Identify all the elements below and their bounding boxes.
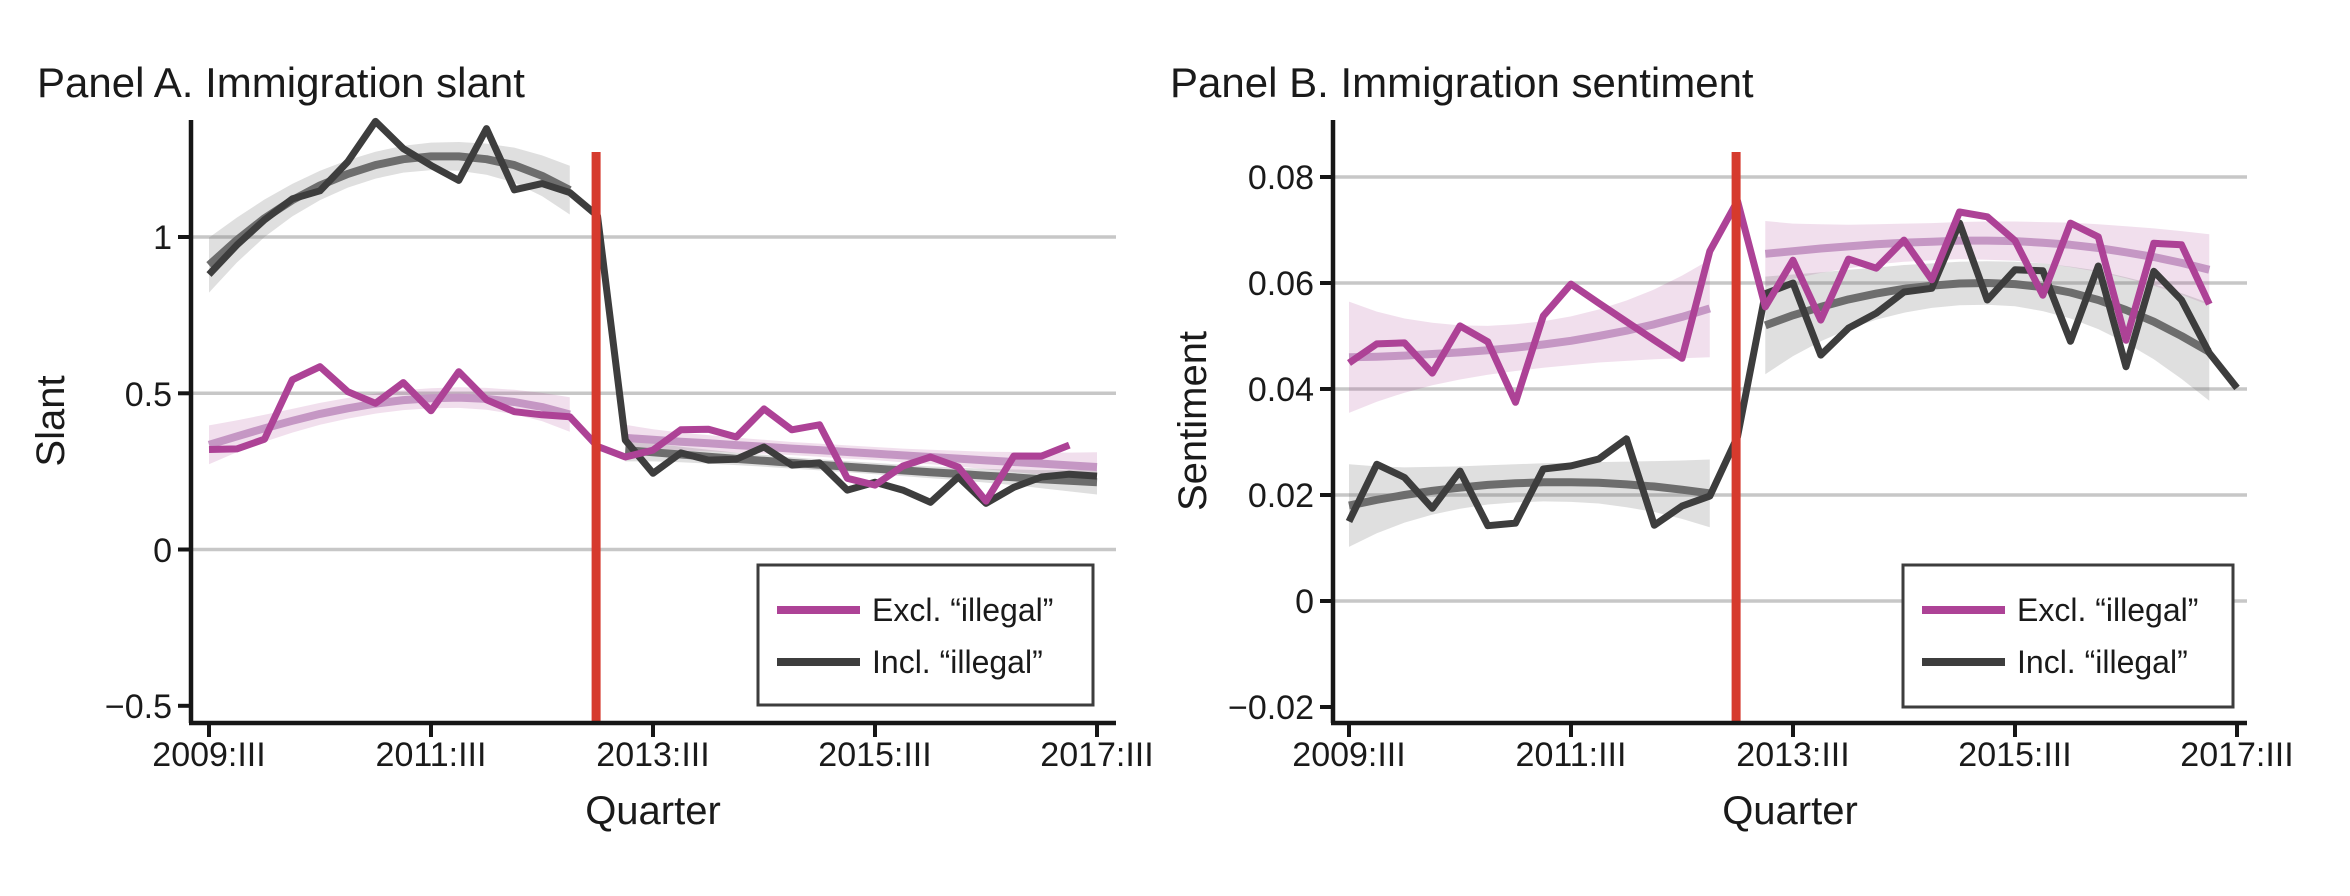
trend-line-excl-post [625, 433, 1098, 471]
x-tick-label: 2013:III [1736, 736, 1849, 774]
panel-b: Panel B. Immigration sentiment Sentiment… [1170, 59, 2294, 833]
panel-b-axis-layer [1320, 120, 2247, 737]
x-tick-label: 2015:III [1958, 736, 2071, 774]
x-tick-label: 2013:III [596, 736, 709, 774]
x-tick-label: 2015:III [818, 736, 931, 774]
panel-a: Panel A. Immigration slant Slant Quarter… [29, 59, 1154, 833]
panel-a-axis-layer [178, 120, 1116, 737]
y-tick-label: 0.08 [1248, 159, 1314, 197]
series-line-excl [1347, 197, 2213, 406]
panel-a-grid-layer [191, 235, 1116, 552]
y-tick-label: 0.5 [125, 376, 172, 414]
panel-b-y-axis-label: Sentiment [1171, 331, 1215, 511]
legend-label-excl: Excl. “illegal” [2017, 592, 2198, 628]
x-tick-label: 2017:III [2180, 736, 2293, 774]
panel-b-grid-layer [1333, 175, 2247, 603]
series-line-incl [206, 117, 1098, 507]
x-tick-label: 2009:III [152, 736, 265, 774]
panel-a-y-axis-label: Slant [29, 375, 73, 466]
panel-b-legend: Excl. “illegal” Incl. “illegal” [1901, 563, 2235, 709]
trend-line-excl-pre [1348, 304, 1711, 362]
legend-frame [756, 563, 1095, 707]
x-tick-label: 2017:III [1040, 736, 1153, 774]
trend-line-excl-post [1764, 236, 2211, 274]
panel-b-x-axis-label: Quarter [1722, 789, 1858, 833]
x-tick-label: 2011:III [1516, 736, 1627, 774]
ci-band-incl-pre [209, 142, 570, 293]
x-tick-label: 2011:III [376, 736, 487, 774]
y-tick-label: −0.5 [105, 688, 172, 726]
y-tick-label: −0.02 [1228, 689, 1314, 727]
y-tick-label: 1 [153, 219, 172, 257]
legend-frame [1901, 563, 2235, 709]
panel-b-title: Panel B. Immigration sentiment [1170, 59, 1754, 106]
ci-band-excl-pre [209, 387, 570, 465]
y-tick-label: 0 [1295, 583, 1314, 621]
series-line-excl [208, 363, 1071, 505]
y-tick-label: 0.02 [1248, 477, 1314, 515]
panel-a-title: Panel A. Immigration slant [37, 59, 525, 106]
panel-b-series-layer [1345, 197, 2240, 530]
x-tick-label: 2009:III [1292, 736, 1405, 774]
panel-b-band-layer [1349, 221, 2210, 547]
y-tick-label: 0.04 [1248, 371, 1314, 409]
y-tick-label: 0.06 [1248, 265, 1314, 303]
ci-band-excl-pre [1349, 259, 1710, 413]
trend-line-incl-pre [1348, 478, 1711, 510]
series-line-incl [1345, 219, 2240, 530]
y-tick-label: 0 [153, 532, 172, 570]
legend-label-incl: Incl. “illegal” [2017, 644, 2188, 680]
panel-a-x-axis-label: Quarter [585, 789, 721, 833]
legend-label-incl: Incl. “illegal” [872, 644, 1043, 680]
legend-label-excl: Excl. “illegal” [872, 592, 1053, 628]
panel-a-series-layer [206, 117, 1098, 507]
panel-a-legend: Excl. “illegal” Incl. “illegal” [756, 563, 1095, 707]
